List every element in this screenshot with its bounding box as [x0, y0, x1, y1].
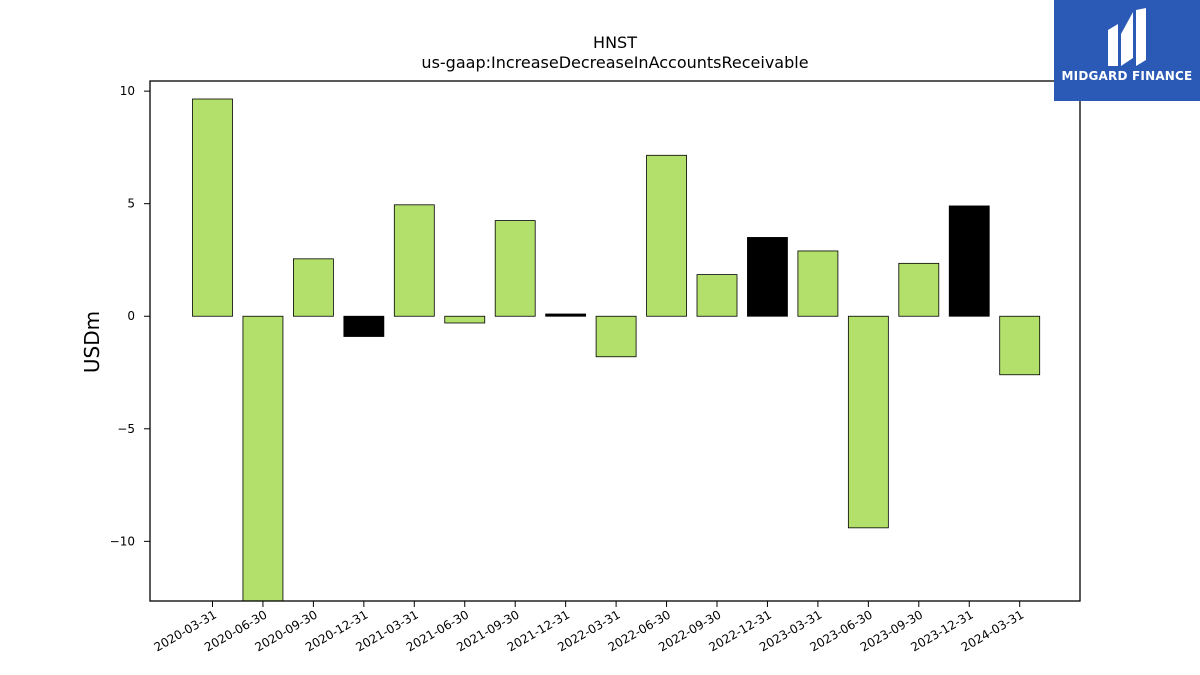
chart-title: HNST	[593, 33, 637, 52]
brand-logo: MIDGARD FINANCE	[1054, 0, 1200, 101]
bar-2024-03-31	[999, 315, 1041, 376]
bar-2022-06-30	[646, 154, 687, 317]
bar-2021-06-30	[444, 315, 486, 324]
bar-2022-12-31	[747, 237, 788, 317]
plot-frame	[149, 80, 1081, 602]
y-tick-label: 0	[127, 309, 135, 323]
y-tick-label: 5	[127, 197, 135, 211]
bar-2021-09-30	[494, 220, 536, 317]
bar-2023-09-30	[898, 262, 940, 317]
bar-2023-03-31	[797, 250, 839, 317]
midgard-logo-icon	[1108, 8, 1146, 66]
bar-2020-06-30	[242, 315, 284, 602]
bar-2021-12-31	[545, 313, 587, 317]
y-tick-label: −5	[117, 422, 135, 436]
bar-2022-03-31	[595, 315, 637, 358]
bar-2022-09-30	[696, 274, 738, 317]
bar-2023-06-30	[847, 315, 889, 529]
brand-name: MIDGARD FINANCE	[1061, 69, 1193, 83]
bar-2020-12-31	[343, 315, 385, 337]
y-axis-label: USDm	[80, 311, 104, 373]
bar-2020-09-30	[292, 258, 334, 317]
y-tick-label: −10	[110, 534, 135, 548]
bar-2023-12-31	[948, 205, 990, 317]
chart-subtitle: us-gaap:IncreaseDecreaseInAccountsReceiv…	[421, 53, 808, 72]
bar-2021-03-31	[393, 204, 435, 317]
bar-2020-03-31	[192, 98, 233, 317]
y-tick-label: 10	[120, 84, 135, 98]
